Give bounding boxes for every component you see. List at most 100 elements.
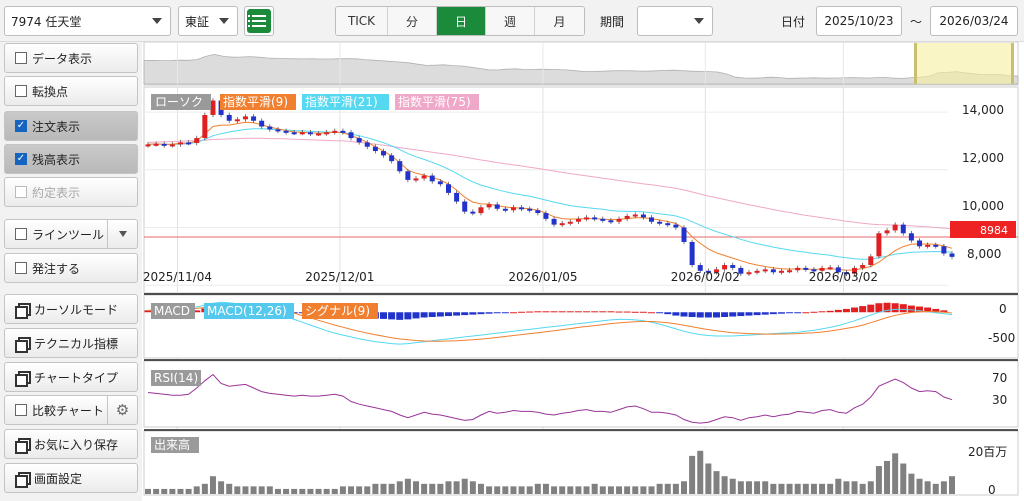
volume-bar	[437, 483, 444, 494]
macd-histogram-bar	[680, 312, 688, 317]
candle-body	[202, 114, 208, 139]
volume-bar	[607, 486, 614, 494]
candle-body	[843, 272, 849, 275]
legend-volume-bg	[151, 437, 199, 453]
period-day-button[interactable]: 日	[437, 7, 486, 35]
watchlist-button[interactable]	[244, 6, 274, 36]
line-tool-dropdown[interactable]	[107, 220, 137, 248]
macd-histogram-bar	[444, 312, 452, 317]
period-tick-button[interactable]: TICK	[336, 7, 388, 35]
stock-chart[interactable]: ローソク 指数平滑(9) 指数平滑(21) 指数平滑(75) 14,000 12…	[142, 41, 1024, 501]
macd-histogram-bar	[834, 309, 842, 313]
period-week-button[interactable]: 週	[486, 7, 535, 35]
volume-bar	[624, 486, 631, 494]
macd-histogram-bar	[615, 311, 623, 313]
candle-body	[226, 114, 232, 121]
favorites-save-button[interactable]: お気に入り保存	[4, 429, 138, 459]
candle-body	[267, 126, 273, 130]
volume-bar	[258, 486, 265, 494]
kikan-label: 期間	[600, 15, 625, 29]
macd-histogram-bar	[501, 312, 509, 314]
candle-body	[941, 246, 947, 254]
data-display-toggle[interactable]: データ表示	[4, 43, 138, 73]
candle-body	[884, 230, 890, 234]
caret-down-icon	[118, 231, 127, 237]
macd-histogram-bar	[777, 312, 785, 314]
order-toggle[interactable]: 発注する	[4, 253, 138, 283]
window-icon	[15, 370, 31, 387]
kikan-select[interactable]	[637, 6, 713, 36]
checkmark-icon: ✓	[15, 153, 27, 165]
candle-body	[673, 224, 679, 228]
current-price-label: 8984	[980, 224, 1008, 237]
cursor-mode-button[interactable]: カーソルモード	[4, 294, 138, 324]
technical-indicator-button[interactable]: テクニカル指標	[4, 328, 138, 358]
candle-body	[372, 146, 378, 152]
volume-bar	[770, 483, 777, 494]
date-axis: 2025/11/04 2025/12/01 2026/01/05 2026/02/02…	[143, 270, 878, 284]
candle-body	[275, 129, 281, 132]
navigator-area	[143, 53, 1019, 85]
volume-bar	[648, 486, 655, 494]
chart-area[interactable]: ローソク 指数平滑(9) 指数平滑(21) 指数平滑(75) 14,000 12…	[142, 41, 1024, 501]
macd-histogram-bar	[599, 311, 607, 313]
compare-settings-button[interactable]: ⚙	[107, 396, 137, 424]
macd-histogram-bar	[566, 311, 574, 313]
macd-histogram-bar	[883, 302, 891, 313]
line-tool-toggle[interactable]: ラインツール	[4, 219, 138, 249]
date-from-input[interactable]: 2025/10/23	[816, 6, 902, 36]
macd-histogram-bar	[940, 310, 948, 313]
navigator[interactable]	[143, 41, 1019, 86]
macd-histogram-bar	[867, 304, 875, 313]
chart-type-button[interactable]: チャートタイプ	[4, 362, 138, 392]
volume-bar	[534, 483, 541, 494]
candle-body	[210, 100, 216, 115]
date-to-input[interactable]: 2026/03/24	[930, 6, 1018, 36]
candle-body	[169, 144, 175, 147]
candle-body	[575, 218, 581, 222]
candle-body	[559, 223, 565, 226]
volume-bar	[209, 476, 216, 494]
volume-bar	[242, 486, 249, 494]
volume-bar	[339, 486, 346, 494]
rsi-tick-30: 30	[992, 393, 1007, 407]
macd-histogram-bar	[404, 312, 412, 320]
candle-body	[519, 207, 525, 210]
turning-point-toggle[interactable]: 転換点	[4, 76, 138, 106]
volume-bar	[705, 463, 712, 494]
volume-bar	[469, 481, 476, 494]
market-select[interactable]: 東証	[178, 6, 238, 36]
volume-bar	[421, 483, 428, 494]
compare-chart-toggle[interactable]: 比較チャート ⚙	[4, 395, 138, 425]
candle-body	[900, 224, 906, 234]
volume-bar	[169, 488, 176, 494]
volume-bar	[729, 478, 736, 494]
volume-bar	[372, 483, 379, 494]
macd-histogram-bar	[842, 308, 850, 313]
navigator-handle-right[interactable]	[1011, 43, 1014, 84]
legend-ema75-bg	[395, 94, 479, 110]
volume-bar	[575, 486, 582, 494]
ema75-line	[147, 137, 953, 230]
candle-body	[567, 221, 573, 224]
screen-settings-button[interactable]: 画面設定	[4, 463, 138, 493]
navigator-handle-left[interactable]	[914, 43, 917, 84]
volume-bar	[461, 478, 468, 494]
volume-bar	[185, 488, 192, 494]
period-minute-button[interactable]: 分	[388, 7, 437, 35]
volume-bar	[867, 481, 874, 494]
position-display-toggle[interactable]: ✓ 残高表示	[4, 144, 138, 174]
volume-bar	[754, 481, 761, 494]
macd-histogram-bar	[648, 312, 656, 314]
candle-body	[608, 220, 614, 223]
order-label: 発注する	[32, 261, 81, 276]
candle-body	[665, 223, 671, 226]
period-month-button[interactable]: 月	[535, 7, 584, 35]
navigator-range-selection[interactable]	[914, 43, 1014, 84]
candle-body	[445, 184, 451, 193]
candle-body	[535, 210, 541, 214]
stock-select[interactable]: 7974 任天堂	[4, 6, 171, 36]
legend-signal: シグナル(9)	[305, 304, 370, 318]
order-display-toggle[interactable]: ✓ 注文表示	[4, 111, 138, 141]
volume-bars	[145, 450, 955, 494]
